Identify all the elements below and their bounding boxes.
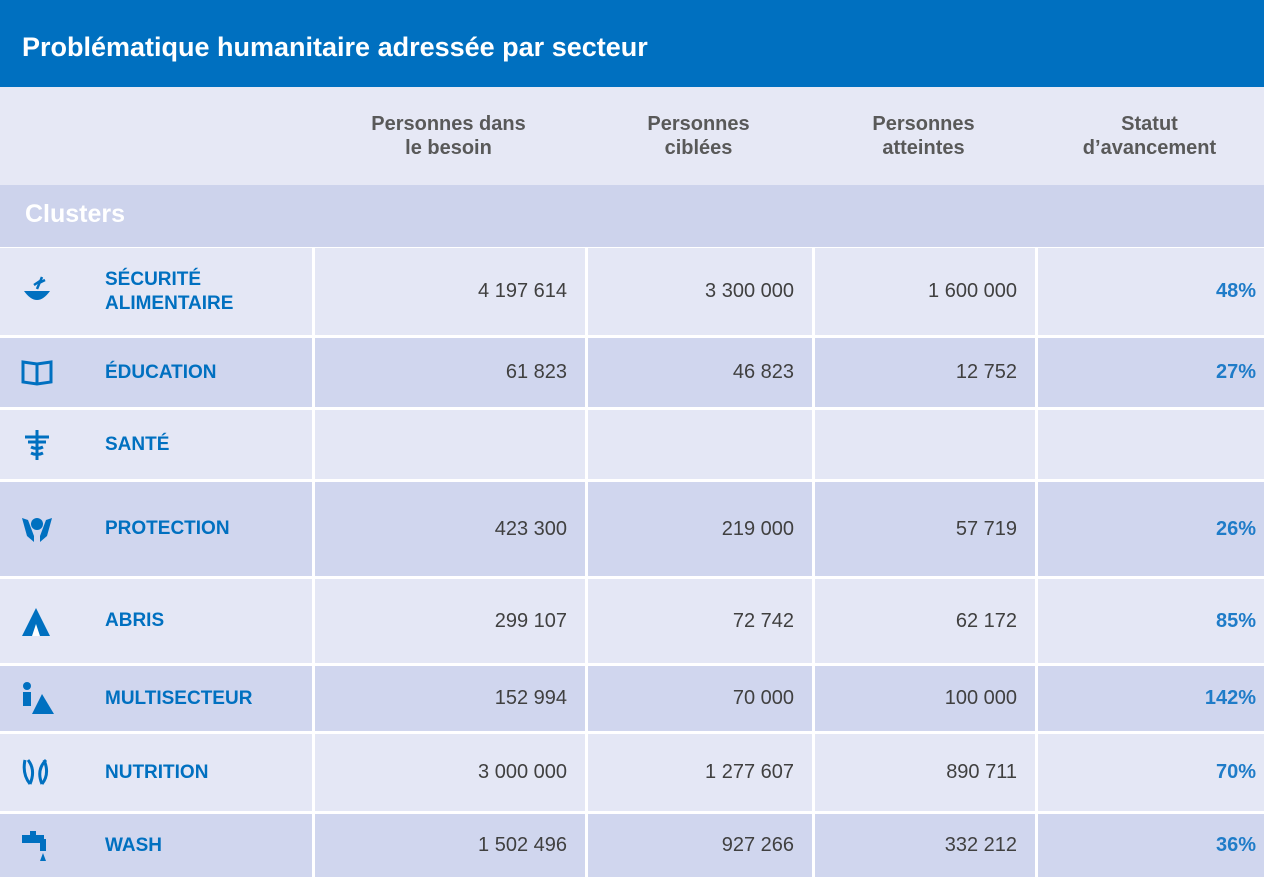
status-value: 70% — [1035, 734, 1264, 811]
number-cell: 4 197 614 — [312, 248, 585, 335]
text-line: atteintes — [882, 137, 965, 159]
text-line: Personnes — [872, 113, 975, 135]
header-row — [0, 87, 1264, 185]
number-cell: 62 172 — [812, 579, 1035, 663]
status-value: 27% — [1035, 338, 1264, 407]
text-line: Personnes — [647, 113, 750, 135]
text-line: NUTRITION — [105, 761, 209, 783]
table-row — [0, 248, 1264, 335]
number-cell: 100 000 — [812, 666, 1035, 731]
table-row — [0, 579, 1264, 663]
text-line: d’avancement — [1082, 137, 1217, 159]
number-cell — [812, 410, 1035, 479]
text-line: ALIMENTAIRE — [105, 292, 234, 314]
cluster-name: SANTÉ — [0, 410, 312, 479]
table-row — [0, 410, 1264, 479]
cluster-name: NUTRITION — [0, 734, 312, 811]
number-cell: 72 742 — [585, 579, 812, 663]
number-cell: 1 600 000 — [812, 248, 1035, 335]
cluster-name: SÉCURITÉ ALIMENTAIRE — [0, 248, 312, 335]
cluster-name: WASH — [0, 814, 312, 877]
text-line: MULTISECTEUR — [105, 687, 253, 709]
cluster-icon — [22, 830, 46, 861]
number-cell: 57 719 — [812, 482, 1035, 576]
number-cell: 152 994 — [312, 666, 585, 731]
cluster-name: ÉDUCATION — [0, 338, 312, 407]
status-value: 142% — [1035, 666, 1264, 731]
number-cell: 1 502 496 — [312, 814, 585, 877]
number-cell: 890 711 — [812, 734, 1035, 811]
cluster-icon — [24, 276, 50, 300]
text-line: SÉCURITÉ — [105, 268, 202, 290]
cluster-name: MULTISECTEUR — [0, 666, 312, 731]
status-value: 36% — [1035, 814, 1264, 877]
cluster-icon — [22, 758, 49, 785]
cluster-icon — [23, 681, 54, 714]
text-line: ÉDUCATION — [105, 361, 217, 383]
table-row — [0, 814, 1264, 877]
text-line: ciblées — [664, 137, 733, 159]
column-header: Personnes ciblées — [585, 87, 812, 185]
text-line: ABRIS — [105, 610, 165, 631]
number-cell: 61 823 — [312, 338, 585, 407]
cluster-icon — [22, 608, 50, 636]
number-cell: 299 107 — [312, 579, 585, 663]
table-row — [0, 482, 1264, 576]
cluster-icon — [22, 518, 52, 542]
status-value: 48% — [1035, 248, 1264, 335]
cluster-name: PROTECTION — [0, 482, 312, 576]
table-row — [0, 338, 1264, 407]
cluster-icon — [25, 429, 49, 460]
number-cell: 3 300 000 — [585, 248, 812, 335]
number-cell: 70 000 — [585, 666, 812, 731]
column-header: Personnes dans le besoin — [312, 87, 585, 185]
cluster-name: ABRIS — [0, 579, 312, 663]
column-header: Personnes atteintes — [812, 87, 1035, 185]
title: Problématique humanitaire adressée par s… — [0, 0, 1264, 87]
column-header: Statut d’avancement — [1035, 87, 1264, 185]
number-cell: 1 277 607 — [585, 734, 812, 811]
table-row — [0, 734, 1264, 811]
number-cell — [585, 410, 812, 479]
number-cell: 3 000 000 — [312, 734, 585, 811]
number-cell: 219 000 — [585, 482, 812, 576]
text-line: Personnes dans — [371, 113, 526, 135]
text-line: le besoin — [405, 137, 492, 159]
number-cell: 12 752 — [812, 338, 1035, 407]
number-cell: 332 212 — [812, 814, 1035, 877]
text-line: PROTECTION — [105, 518, 230, 539]
text-line: WASH — [105, 834, 162, 856]
text-line: Statut — [1121, 113, 1178, 135]
number-cell: 46 823 — [585, 338, 812, 407]
status-value — [1035, 410, 1264, 479]
table-row — [0, 666, 1264, 731]
status-value: 85% — [1035, 579, 1264, 663]
text-line: SANTÉ — [105, 433, 170, 455]
number-cell: 423 300 — [312, 482, 585, 576]
number-cell — [312, 410, 585, 479]
section-row: Clusters — [0, 185, 1264, 247]
status-value: 26% — [1035, 482, 1264, 576]
number-cell: 927 266 — [585, 814, 812, 877]
cluster-icon — [21, 359, 53, 386]
